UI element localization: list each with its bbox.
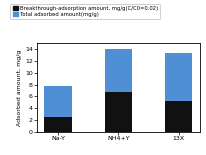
Bar [165, 53, 192, 101]
Legend: Breakthrough-adsorption amount, mg/g(C/C0=0.02), Total adsorbed amount(mg/g): Breakthrough-adsorption amount, mg/g(C/C… [11, 4, 160, 19]
Bar [44, 117, 72, 132]
Bar [165, 101, 192, 132]
Bar [44, 86, 72, 117]
Bar [105, 49, 132, 92]
Bar [105, 92, 132, 132]
Y-axis label: Adsorbed amount, mg/g: Adsorbed amount, mg/g [17, 49, 22, 126]
